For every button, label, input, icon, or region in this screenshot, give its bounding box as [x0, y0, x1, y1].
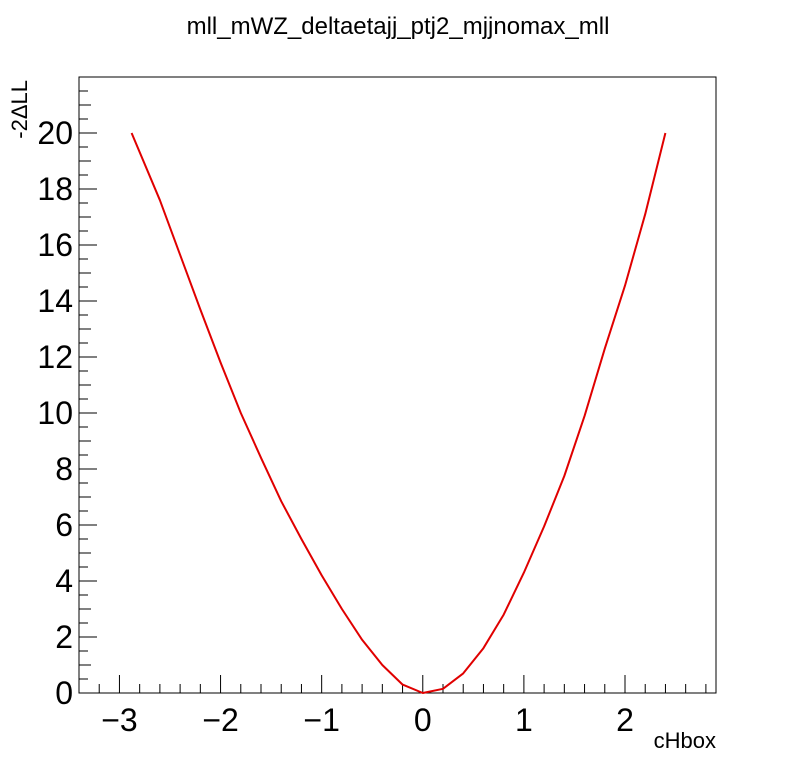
x-tick-label: −3 [101, 702, 137, 738]
y-tick-label: 4 [55, 563, 73, 599]
x-tick-label: 1 [515, 702, 533, 738]
x-tick-label: 0 [414, 702, 432, 738]
series-line [130, 132, 667, 694]
y-tick-label: 10 [37, 395, 73, 431]
x-axis: −3 −2 −1 0 1 2 [78, 675, 707, 738]
y-tick-label: 18 [37, 171, 73, 207]
y-tick-label: 2 [55, 619, 73, 655]
y-axis: 0 2 4 6 8 10 12 14 16 18 20 [37, 76, 97, 711]
y-tick-label: 20 [37, 115, 73, 151]
x-axis-label: cHbox [654, 728, 716, 753]
chart-title: mll_mWZ_deltaetajj_ptj2_mjjnomax_mll [187, 13, 610, 40]
y-tick-label: 8 [55, 451, 73, 487]
y-tick-label: 6 [55, 507, 73, 543]
x-tick-label: −1 [303, 702, 339, 738]
y-tick-label: 0 [55, 675, 73, 711]
y-tick-label: 12 [37, 339, 73, 375]
x-tick-label: −2 [202, 702, 238, 738]
x-tick-label: 2 [616, 702, 634, 738]
y-tick-label: 14 [37, 283, 73, 319]
y-tick-label: 16 [37, 227, 73, 263]
y-axis-label: -2ΔLL [7, 80, 32, 139]
series-layer [130, 132, 667, 694]
